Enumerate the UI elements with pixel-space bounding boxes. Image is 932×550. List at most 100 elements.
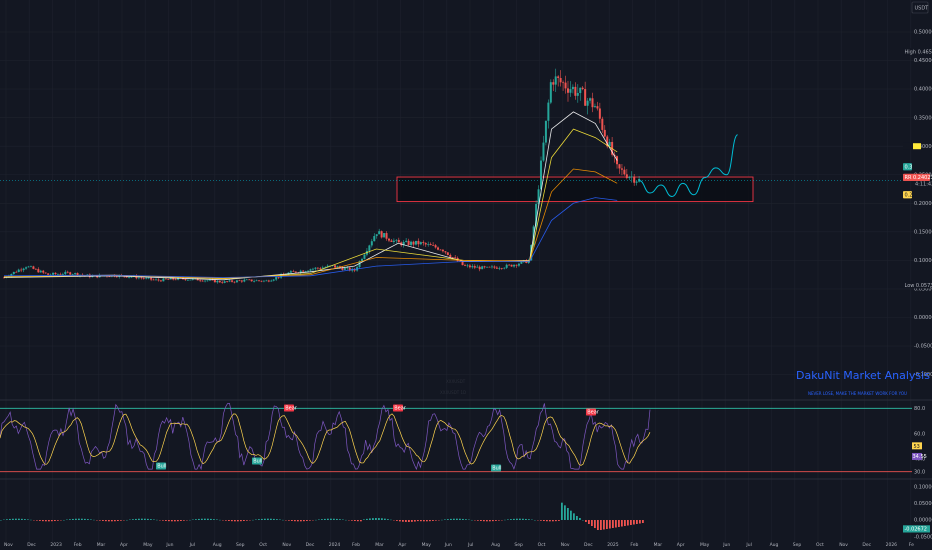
macd-bar (306, 520, 308, 521)
macd-bar (354, 520, 356, 521)
macd-bar (54, 520, 56, 522)
macd-bar (336, 518, 338, 520)
rsi-ma-line (0, 413, 651, 466)
macd-bar (225, 520, 227, 521)
ema-small-tag: 0.3 (905, 165, 913, 171)
candle-body (248, 279, 251, 281)
currency-badge (911, 1, 929, 14)
macd-bar (333, 518, 335, 520)
candle-body (289, 271, 292, 273)
macd-bar (618, 520, 620, 527)
macd-bar (381, 518, 383, 520)
watermark-title: DakuNit Market Analysis (796, 369, 930, 382)
rsi-signal-label: Bear (587, 410, 600, 416)
candle-body (380, 231, 383, 238)
macd-bar (552, 520, 554, 522)
candle-body (42, 270, 45, 273)
candle-body (22, 268, 25, 271)
x-tick-label: 2024 (329, 542, 341, 548)
candle-body (493, 266, 496, 268)
candle-body (540, 160, 543, 190)
candle-body (505, 264, 508, 268)
candle-body (444, 251, 447, 253)
macd-bar (165, 520, 167, 521)
macd-bar (171, 520, 173, 522)
macd-bar (435, 520, 437, 521)
macd-bar (141, 518, 143, 520)
candle-body (54, 272, 57, 275)
candle-body (334, 265, 337, 268)
candle-body (59, 274, 62, 275)
macd-bar (246, 520, 248, 521)
macd-bar (453, 518, 455, 520)
candle-body (358, 261, 361, 268)
candle-body (343, 267, 346, 270)
candle-body (542, 142, 545, 161)
candle-body (137, 277, 140, 279)
macd-bar (585, 520, 587, 522)
candle-body (34, 268, 37, 270)
candle-body (405, 240, 408, 242)
macd-bar (183, 520, 185, 521)
currency-label: USDT (915, 6, 930, 12)
candle-body (584, 89, 587, 106)
candle-body (201, 280, 204, 282)
candle-body (552, 82, 555, 85)
macd-bar (207, 518, 209, 520)
candle-body (128, 277, 131, 278)
macd-bar (177, 520, 179, 522)
candle-body (564, 82, 567, 89)
macd-bar (612, 520, 614, 528)
y-tick-label: 0.30000 (914, 144, 932, 150)
candle-body (174, 279, 177, 281)
macd-bar (630, 520, 632, 525)
macd-bar (513, 518, 515, 520)
candle-body (468, 265, 471, 268)
candle-body (260, 280, 263, 282)
candle-body (603, 129, 606, 137)
candle-body (115, 276, 118, 278)
macd-bar (360, 520, 362, 522)
candle-body (204, 280, 207, 282)
ema-gold-tag-bg (903, 191, 912, 199)
macd-bar (402, 520, 404, 522)
macd-bar (477, 520, 479, 521)
x-tick-label: Dec (27, 542, 36, 548)
macd-bar (303, 520, 305, 522)
candle-body (191, 278, 194, 280)
macd-bar (117, 520, 119, 522)
candle-body (397, 239, 400, 243)
macd-bar (447, 519, 449, 520)
macd-bar (525, 518, 527, 520)
macd-bar (375, 518, 377, 520)
x-tick-label: Nov (561, 542, 570, 548)
x-tick-label: Nov (839, 542, 848, 548)
macd-bar (483, 520, 485, 522)
macd-bar (45, 520, 47, 522)
rsi-signal-label: Bear (394, 406, 407, 412)
candle-body (363, 254, 366, 259)
macd-bar (636, 520, 638, 524)
x-tick-label: Dec (862, 542, 871, 548)
macd-bar (570, 510, 572, 520)
x-tick-label: Sep (236, 542, 245, 548)
x-tick-label: Apr (677, 542, 685, 548)
candle-body (449, 254, 452, 258)
macd-bar (408, 520, 410, 522)
macd-bar (366, 518, 368, 520)
macd-bar (642, 520, 644, 523)
macd-bar (339, 519, 341, 520)
candle-body (275, 277, 278, 280)
candle-body (186, 279, 189, 281)
candle-body (218, 280, 221, 283)
candle-body (164, 278, 167, 280)
macd-bar (15, 518, 17, 520)
macd-bar (540, 520, 542, 521)
x-tick-label: Fe (909, 542, 914, 548)
candle-body (71, 274, 74, 276)
